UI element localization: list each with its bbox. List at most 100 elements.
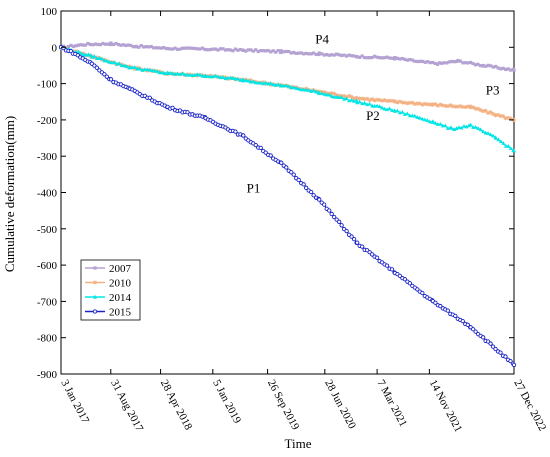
data-point-2010 — [360, 96, 365, 101]
data-point-2007 — [276, 49, 280, 53]
data-point-2014 — [175, 71, 180, 76]
data-point-2010 — [483, 108, 488, 113]
data-point-2010 — [440, 103, 445, 108]
data-point-2010 — [402, 100, 407, 105]
data-point-2014 — [367, 101, 372, 106]
data-point-2015 — [445, 308, 450, 313]
data-point-2014 — [415, 115, 420, 119]
data-point-2007 — [206, 48, 210, 52]
data-point-2014 — [168, 70, 173, 75]
data-point-2010 — [375, 97, 380, 102]
data-point-2014 — [334, 94, 339, 99]
data-point-2007 — [228, 48, 233, 52]
data-point-2014 — [296, 86, 301, 91]
data-point-2007 — [373, 54, 377, 58]
data-point-2007 — [103, 42, 107, 46]
data-point-2014 — [468, 122, 473, 127]
data-point-2014 — [203, 73, 208, 78]
data-point-2007 — [188, 46, 192, 50]
data-point-2010 — [498, 113, 503, 118]
data-point-2014 — [478, 127, 483, 132]
data-point-2007 — [93, 42, 98, 46]
data-point-2007 — [494, 64, 498, 69]
data-point-2014 — [339, 95, 344, 99]
data-point-2014 — [486, 131, 491, 135]
x-tick-label: 3 Jan 2017 — [58, 378, 91, 426]
data-point-2015 — [349, 234, 354, 239]
y-tick-label: 100 — [41, 6, 58, 18]
legend-marker-2014 — [93, 294, 97, 299]
data-point-2007 — [83, 43, 88, 47]
data-point-2014 — [344, 96, 349, 101]
data-point-2014 — [99, 56, 104, 61]
data-point-2007 — [170, 47, 175, 51]
data-point-2007 — [185, 46, 190, 50]
data-point-2007 — [481, 63, 485, 68]
data-point-2014 — [462, 124, 467, 128]
data-point-2007 — [312, 51, 316, 55]
data-point-2007 — [129, 43, 133, 48]
data-point-2007 — [284, 49, 288, 54]
data-point-2007 — [330, 53, 334, 57]
data-point-2015 — [233, 129, 238, 134]
data-point-2007 — [299, 51, 303, 55]
data-point-2010 — [352, 96, 357, 101]
data-point-2007 — [473, 63, 478, 67]
data-point-2014 — [417, 115, 422, 120]
data-point-2015 — [332, 214, 337, 220]
data-point-2014 — [92, 54, 97, 58]
data-point-2007 — [447, 60, 451, 64]
data-point-2014 — [327, 92, 332, 97]
data-point-2015 — [308, 189, 314, 195]
data-point-2014 — [206, 74, 211, 78]
data-point-2014 — [427, 119, 432, 124]
data-point-2014 — [400, 110, 405, 114]
data-point-2007 — [297, 51, 301, 55]
data-point-2007 — [428, 61, 432, 65]
data-point-2014 — [162, 71, 167, 75]
data-point-2014 — [86, 52, 91, 57]
data-point-2014 — [438, 121, 443, 126]
annotations: P4 P3 P2 P1 — [247, 32, 500, 196]
data-point-2007 — [106, 42, 110, 46]
legend-label: 2014 — [109, 292, 132, 304]
data-point-2010 — [355, 96, 360, 101]
data-point-2007 — [398, 57, 402, 61]
data-point-2010 — [427, 102, 432, 107]
data-point-2014 — [276, 82, 281, 86]
data-point-2014 — [124, 64, 129, 68]
data-point-2007 — [261, 49, 265, 53]
data-point-2007 — [327, 53, 331, 57]
data-point-2007 — [190, 46, 195, 50]
data-point-2007 — [314, 52, 318, 57]
data-point-2014 — [228, 75, 233, 80]
data-point-2015 — [374, 255, 380, 260]
data-point-2007 — [320, 52, 324, 56]
data-point-2007 — [440, 61, 444, 65]
data-point-2014 — [195, 72, 200, 77]
data-point-2014 — [512, 148, 516, 153]
data-point-2007 — [233, 47, 238, 51]
data-point-2014 — [188, 72, 193, 77]
data-point-2015 — [473, 329, 478, 334]
data-point-2010 — [405, 101, 410, 106]
y-tick-label: -900 — [37, 369, 58, 381]
data-point-2010 — [448, 103, 453, 108]
data-point-2007 — [317, 51, 321, 55]
data-point-2007 — [157, 46, 161, 50]
data-point-2014 — [508, 146, 513, 151]
point-label-p1: P1 — [247, 181, 261, 196]
data-point-2010 — [445, 104, 450, 109]
data-point-2007 — [139, 44, 143, 48]
data-point-2007 — [183, 46, 187, 50]
legend-label: 2007 — [109, 263, 132, 275]
data-point-2007 — [390, 56, 394, 60]
data-point-2007 — [387, 56, 392, 60]
data-point-2015 — [104, 74, 109, 79]
data-point-2007 — [119, 43, 123, 47]
data-point-2014 — [488, 132, 493, 137]
data-point-2007 — [180, 46, 185, 50]
point-label-p3: P3 — [486, 82, 500, 97]
data-point-2010 — [422, 101, 427, 106]
data-point-2010 — [438, 102, 443, 107]
